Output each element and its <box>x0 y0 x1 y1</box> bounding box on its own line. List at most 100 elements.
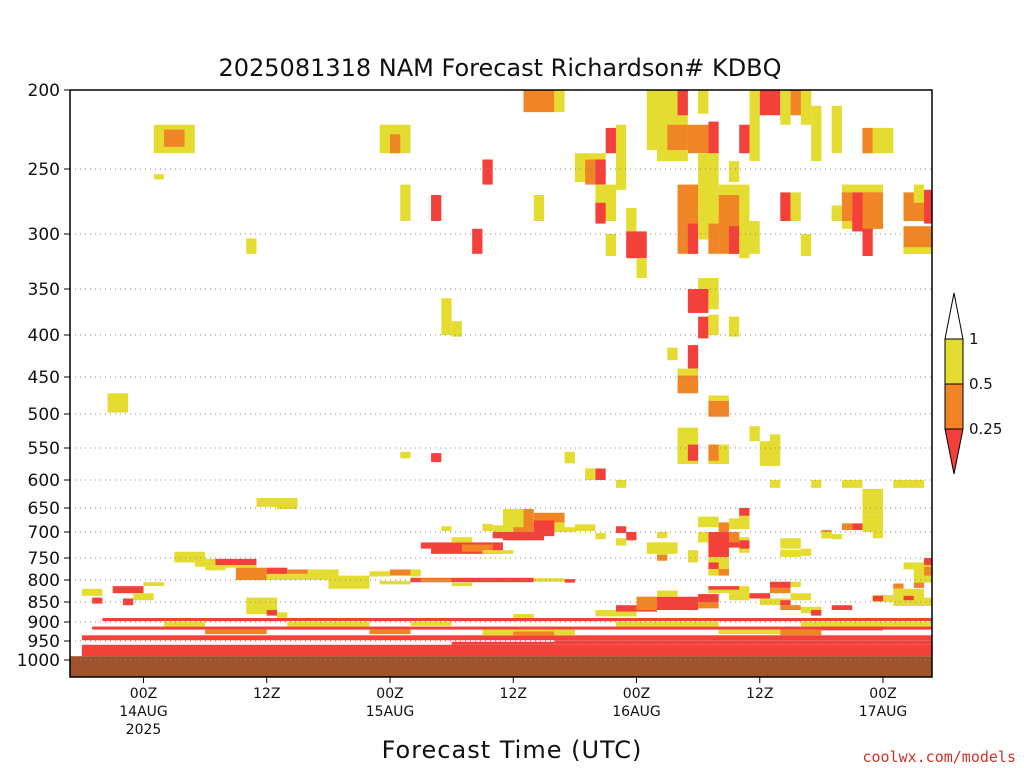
heatmap-cell <box>246 597 278 614</box>
heatmap-cell <box>626 532 637 541</box>
heatmap-cell <box>615 622 719 627</box>
heatmap-cell <box>615 526 627 534</box>
x-axis-label: Forecast Time (UTC) <box>382 736 643 764</box>
heatmap-cell <box>728 518 750 530</box>
heatmap-cell <box>780 605 801 610</box>
heatmap-cell <box>739 508 750 517</box>
heatmap-cell <box>677 375 699 394</box>
heatmap-cell <box>811 480 822 488</box>
heatmap-cell <box>420 578 452 583</box>
heatmap-cell <box>277 502 298 509</box>
heatmap-cell <box>390 569 411 576</box>
heatmap-cell <box>728 161 740 182</box>
x-tick-label: 00Z <box>623 686 650 702</box>
heatmap-cell <box>739 540 750 549</box>
heatmap-cell <box>482 159 493 185</box>
heatmap-cell <box>513 631 555 636</box>
heatmap-cell <box>893 583 904 589</box>
colorbar-legend: 1 0.5 0.25 <box>944 292 1002 475</box>
y-axis-ticks: 200 250 300 350 400 450 500 550 600 650 700 7508008… <box>17 81 70 671</box>
heatmap-cell <box>657 532 668 539</box>
heatmap-cell <box>574 524 596 532</box>
heatmap-cell <box>708 395 729 401</box>
heatmap-cell <box>811 610 822 616</box>
heatmap-cell <box>215 565 257 568</box>
heatmap-cell <box>554 522 565 532</box>
heatmap-cell <box>585 159 596 185</box>
heatmap-cell <box>790 593 812 601</box>
heatmap-cell <box>800 606 822 614</box>
heatmap-cell <box>451 582 473 587</box>
heatmap-cell <box>502 508 524 528</box>
heatmap-cell <box>595 468 606 480</box>
heatmap-cell <box>369 629 411 635</box>
heatmap-cell <box>698 602 719 609</box>
heatmap-cell <box>872 595 883 602</box>
heatmap-cell <box>698 532 709 543</box>
heatmap-cell <box>431 453 442 463</box>
heatmap-cell <box>451 321 462 337</box>
y-tick-label: 400 <box>28 326 60 346</box>
heatmap-cell <box>708 121 719 154</box>
y-tick-label: 800 <box>28 571 60 591</box>
heatmap-cell <box>687 223 699 254</box>
heatmap-cell <box>92 626 933 630</box>
y-tick-label: 550 <box>28 439 60 459</box>
heatmap-cell <box>728 532 740 543</box>
heatmap-cell <box>554 90 565 113</box>
heatmap-cell <box>533 578 565 582</box>
y-tick-label: 350 <box>28 280 60 300</box>
legend-swatch-orange <box>944 383 964 430</box>
x-tick-label: 15AUG <box>366 704 415 720</box>
heatmap-cell <box>626 231 647 259</box>
heatmap-cell <box>595 159 606 185</box>
heatmap-cell <box>831 105 842 154</box>
heatmap-cell <box>718 569 729 576</box>
heatmap-cell <box>811 105 822 162</box>
heatmap-cell <box>646 542 678 554</box>
heatmap-cell <box>862 488 883 515</box>
heatmap-cell <box>605 127 616 154</box>
heatmap-cell <box>605 234 616 256</box>
heatmap-cell <box>164 622 206 627</box>
heatmap-cell <box>780 90 791 125</box>
heatmap-cell <box>924 597 932 606</box>
heatmap-cell <box>615 124 627 190</box>
heatmap-cell <box>81 588 103 596</box>
heatmap-cell <box>893 480 925 488</box>
heatmap-cell <box>749 90 760 162</box>
heatmap-cell <box>235 567 267 580</box>
heatmap-cell <box>698 153 719 240</box>
x-tick-label: 2025 <box>126 722 162 738</box>
ground-fill <box>70 656 932 677</box>
y-tick-label: 200 <box>28 81 60 101</box>
heatmap-cell <box>472 228 483 254</box>
heatmap-cell <box>739 124 750 154</box>
ground-layer <box>70 656 932 677</box>
heatmap-cell <box>410 569 421 577</box>
heatmap-cell <box>872 127 883 154</box>
heatmap-cell <box>205 566 226 571</box>
y-tick-label: 900 <box>28 613 60 633</box>
heatmap-cell <box>81 644 932 657</box>
plot-frame <box>69 89 933 678</box>
heatmap-cell <box>636 596 658 610</box>
heatmap-cell <box>266 567 288 575</box>
heatmap-cell <box>821 626 883 631</box>
x-tick-label: 17AUG <box>859 704 908 720</box>
heatmap-cell <box>698 516 719 528</box>
heatmap-cell <box>903 247 932 254</box>
heatmap-cell <box>482 550 514 554</box>
y-tick-label: 250 <box>28 160 60 180</box>
heatmap-cell <box>821 532 832 539</box>
heatmap-cell <box>646 90 658 151</box>
heatmap-cell <box>174 551 206 563</box>
heatmap-cell <box>708 223 719 254</box>
heatmap-cell <box>698 594 719 602</box>
heatmap-cell <box>708 400 729 417</box>
heatmap-cell <box>122 598 134 606</box>
heatmap-cell <box>749 221 760 254</box>
heatmap-cell <box>800 90 812 125</box>
heatmap-cell <box>420 542 432 549</box>
y-tick-label: 950 <box>28 632 60 652</box>
